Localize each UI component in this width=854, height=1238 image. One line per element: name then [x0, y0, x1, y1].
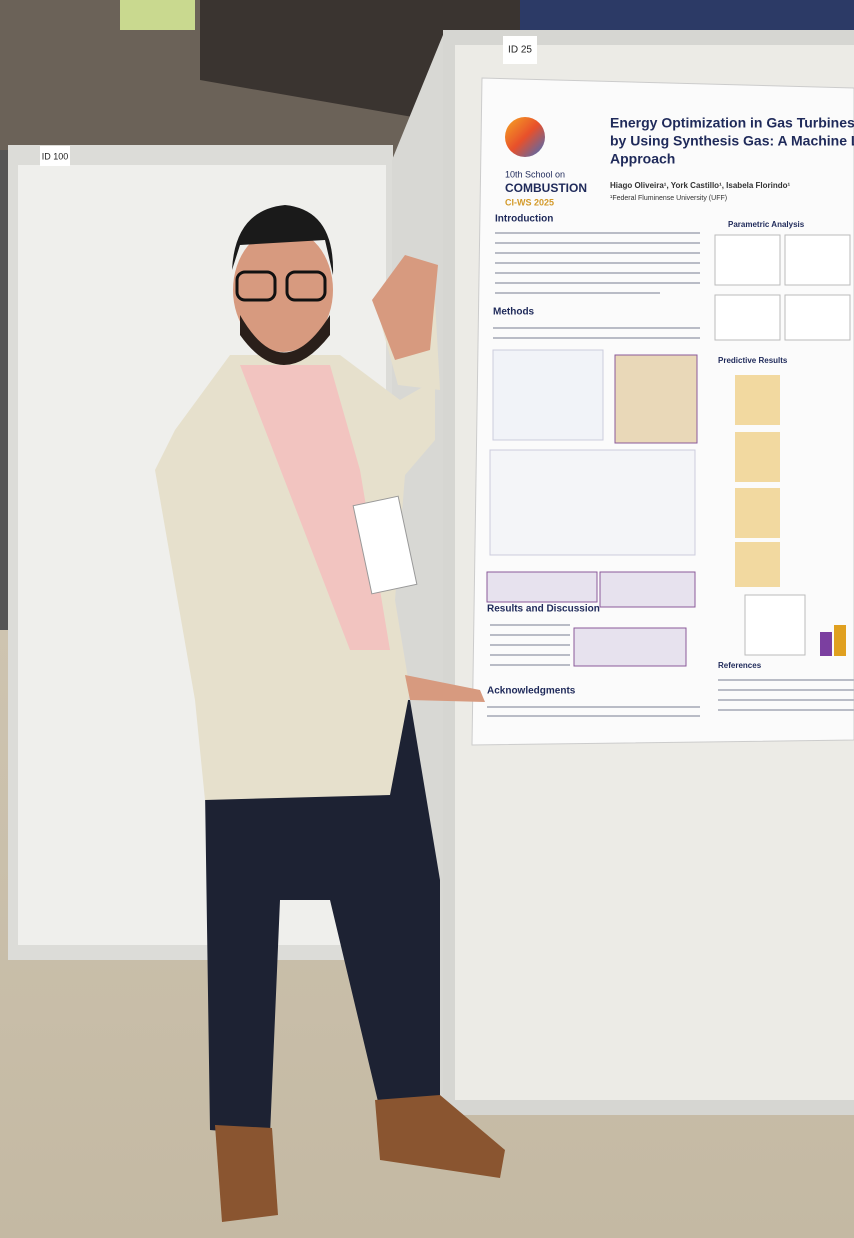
booth-label: ID 100	[42, 151, 69, 161]
text-block	[490, 624, 570, 666]
booth-label: ID 25	[508, 45, 532, 56]
balcony	[0, 0, 430, 160]
text-block	[487, 706, 700, 717]
poster-title: by Using Synthesis Gas: A Machine Learni…	[610, 133, 854, 149]
affiliation: ¹Federal Fluminense University (UFF)	[610, 195, 727, 202]
event-sub: CI-WS 2025	[505, 197, 554, 207]
plots	[714, 234, 851, 656]
side-heading: Predictive Results	[718, 356, 788, 365]
poster-title: Energy Optimization in Gas Turbines Powe…	[610, 115, 854, 131]
section-heading: Methods	[493, 307, 535, 318]
label-box	[503, 36, 537, 64]
section-heading: Results and Discussion	[487, 604, 600, 615]
figures	[486, 327, 700, 667]
authors: Hiago Oliveira¹, York Castillo¹, Isabela…	[610, 181, 791, 190]
event-name: COMBUSTION	[505, 181, 587, 195]
label-box	[40, 146, 70, 166]
pillar	[0, 150, 10, 630]
text-block	[718, 679, 854, 711]
section-heading: Introduction	[495, 214, 553, 225]
person	[155, 205, 505, 1222]
banner	[120, 0, 195, 30]
section-heading: Acknowledgments	[487, 686, 576, 697]
text-block	[495, 232, 700, 294]
side-heading: References	[718, 661, 762, 670]
poster-title: Approach	[610, 151, 675, 167]
event-edition: 10th School on	[505, 169, 565, 179]
event-logo	[505, 117, 545, 157]
side-heading: Parametric Analysis	[728, 220, 805, 229]
